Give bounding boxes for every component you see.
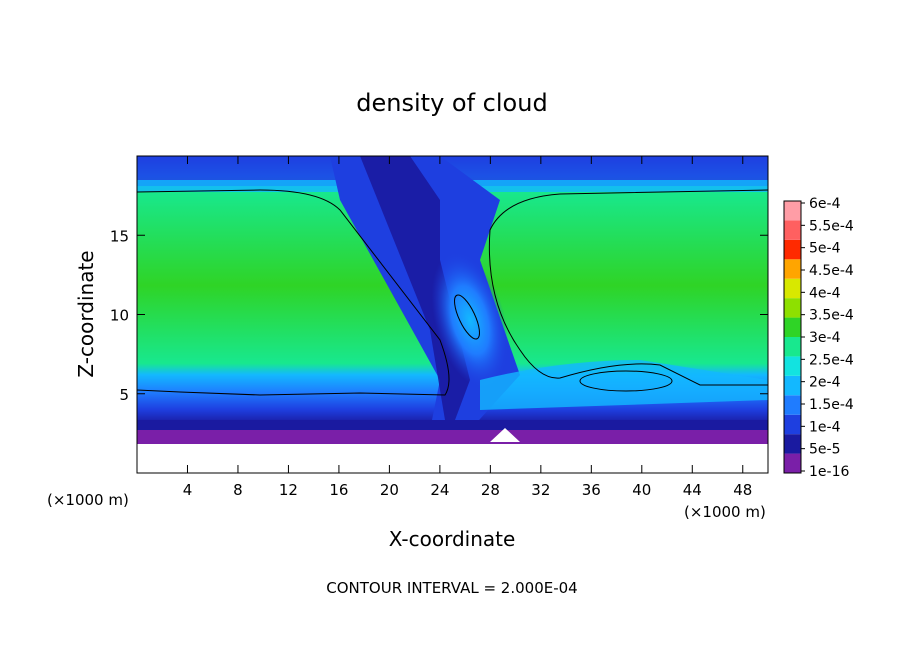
- colorbar-swatch: [784, 375, 801, 396]
- x-tick-label: 4: [183, 481, 193, 499]
- contour-lines: [136, 189, 769, 396]
- x-tick-label: 24: [430, 481, 449, 499]
- colorbar-label: 1e-4: [809, 419, 841, 435]
- colorbar-swatch: [784, 414, 801, 435]
- x-tick-label: 28: [481, 481, 500, 499]
- trough-contour-ellipse: [579, 370, 673, 392]
- colorbar-label: 3.5e-4: [809, 308, 854, 324]
- y-tick-label: 10: [110, 307, 129, 325]
- x-tick-label: 32: [531, 481, 550, 499]
- colorbar-label: 5e-5: [809, 442, 840, 458]
- colorbar-swatch: [784, 259, 801, 279]
- x-unit-right: (×1000 m): [684, 503, 766, 521]
- colorbar-swatch: [784, 278, 801, 299]
- cloud-gap-core: [360, 156, 470, 420]
- x-axis: 4 8 12 16 20 24 28 32 36 40 44 48: [183, 156, 752, 499]
- colorbar-label: 1e-16: [809, 464, 849, 480]
- y-tick-label: 5: [119, 386, 129, 404]
- x-tick-label: 44: [683, 481, 702, 499]
- x-tick-label: 48: [733, 481, 752, 499]
- surface-bump: [490, 428, 520, 442]
- chart-title: density of cloud: [356, 89, 547, 117]
- x-axis-label: X-coordinate: [389, 527, 516, 551]
- plot-area: [137, 156, 768, 473]
- gap-bright-streak: [431, 251, 509, 389]
- colorbar-swatch: [784, 337, 801, 357]
- x-tick-label: 20: [380, 481, 399, 499]
- colorbar-label: 2e-4: [809, 375, 841, 391]
- colorbar-label: 3e-4: [809, 330, 841, 346]
- x-tick-label: 40: [632, 481, 651, 499]
- colorbar-label: 4.5e-4: [809, 263, 854, 279]
- surface-layer-blue: [137, 420, 768, 430]
- y-tick-label: 15: [110, 227, 129, 245]
- y-axis-label: Z-coordinate: [74, 250, 98, 377]
- colorbar-label: 2.5e-4: [809, 352, 854, 368]
- right-contour: [488, 189, 769, 386]
- colorbar-label: 4e-4: [809, 285, 841, 301]
- y-axis: 5 10 15: [110, 227, 768, 404]
- colorbar-swatch: [784, 453, 801, 473]
- colorbar-swatch: [784, 239, 801, 260]
- right-lower-trough: [480, 360, 768, 410]
- colorbar-label: 5.5e-4: [809, 218, 854, 234]
- surface-layer: [137, 428, 768, 442]
- colorbar-swatch: [784, 317, 801, 337]
- left-contour: [136, 189, 450, 396]
- colorbar-label: 5e-4: [809, 241, 841, 257]
- colorbar-swatch: [784, 220, 801, 240]
- colorbar-label: 6e-4: [809, 196, 841, 212]
- contour-interval-note: CONTOUR INTERVAL = 2.000E-04: [326, 579, 577, 597]
- x-tick-label: 8: [233, 481, 243, 499]
- colorbar-swatch: [784, 298, 801, 318]
- colorbar-swatch: [784, 201, 801, 221]
- x-tick-label: 16: [329, 481, 348, 499]
- colorbar-swatch: [784, 356, 801, 376]
- colorbar: 1e-16 5e-5 1e-4 1.5e-4 2e-4 2.5e-4 3e-4 3.5e-4 4…: [783, 196, 854, 480]
- x-unit-left: (×1000 m): [47, 491, 129, 509]
- colorbar-swatch: [784, 395, 801, 415]
- colorbar-swatch: [784, 434, 801, 454]
- gap-contour-ellipse: [454, 294, 480, 340]
- x-tick-label: 12: [279, 481, 298, 499]
- colorbar-label: 1.5e-4: [809, 397, 854, 413]
- x-tick-label: 36: [582, 481, 601, 499]
